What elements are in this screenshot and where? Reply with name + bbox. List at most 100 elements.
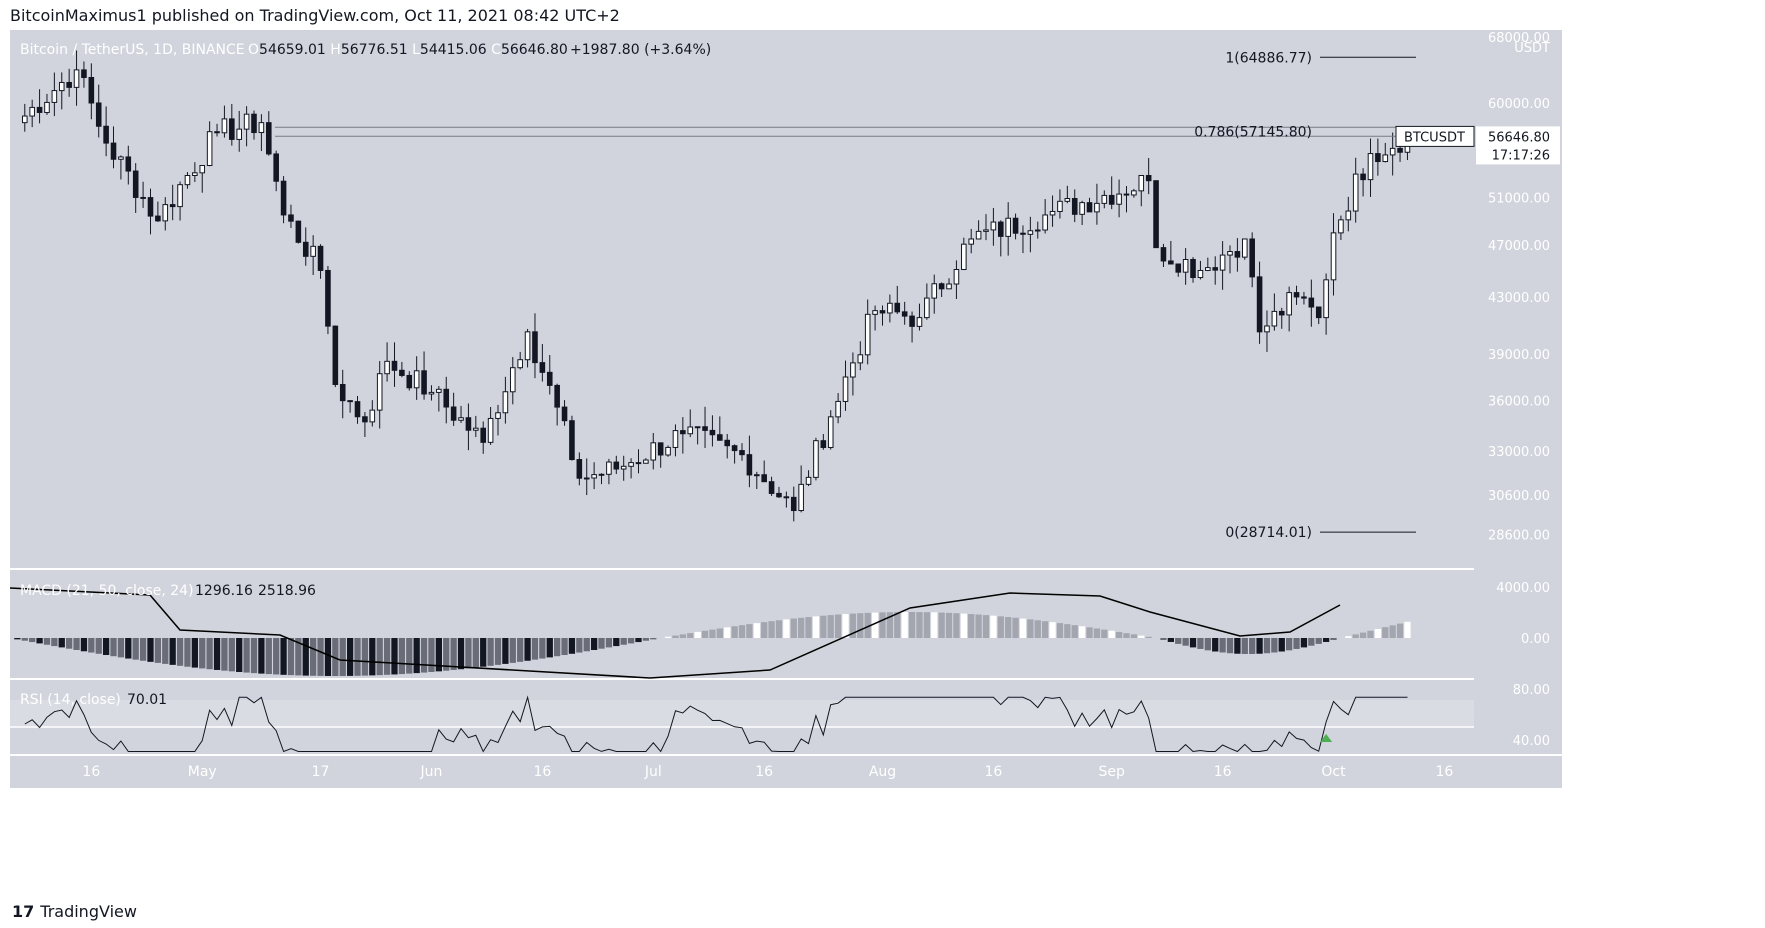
candle[interactable] [554, 383, 560, 426]
candle[interactable] [598, 473, 605, 485]
candle[interactable] [310, 235, 316, 275]
candle[interactable] [81, 61, 87, 88]
candle[interactable] [44, 93, 50, 115]
candle[interactable] [384, 342, 390, 382]
candle[interactable] [1249, 232, 1255, 288]
candle[interactable] [539, 344, 546, 382]
candle[interactable] [509, 357, 516, 405]
candle[interactable] [369, 400, 376, 427]
candle[interactable] [901, 301, 908, 325]
candle[interactable] [665, 445, 671, 457]
candle[interactable] [1256, 261, 1263, 344]
candle[interactable] [1012, 213, 1019, 240]
candle[interactable] [1116, 179, 1122, 218]
candle[interactable] [288, 204, 294, 228]
candle[interactable] [864, 299, 871, 365]
candle[interactable] [132, 163, 139, 213]
candle[interactable] [827, 410, 834, 450]
candle[interactable] [354, 395, 361, 424]
candle[interactable] [443, 376, 450, 424]
candle[interactable] [820, 434, 827, 450]
candle[interactable] [436, 386, 442, 412]
candle[interactable] [1241, 238, 1248, 260]
candle[interactable] [606, 458, 612, 485]
candle[interactable] [1197, 260, 1204, 280]
candle[interactable] [1352, 157, 1359, 223]
candle[interactable] [1027, 216, 1034, 253]
candle[interactable] [613, 455, 620, 475]
chart-frame[interactable]: 1(64886.77) 0.786(57145.80) 0(28714.01) US… [10, 30, 1562, 790]
candle[interactable] [317, 244, 324, 279]
candle[interactable] [672, 424, 679, 457]
candle[interactable] [924, 283, 930, 320]
candle[interactable] [1160, 243, 1167, 268]
candle[interactable] [58, 72, 65, 110]
candle[interactable] [1219, 241, 1226, 290]
candle[interactable] [162, 197, 169, 231]
candle[interactable] [1108, 176, 1115, 210]
candle[interactable] [1034, 221, 1041, 239]
candle[interactable] [88, 63, 95, 120]
candle[interactable] [192, 162, 198, 182]
candle[interactable] [1190, 257, 1196, 283]
candle[interactable] [339, 369, 346, 419]
candle[interactable] [1367, 138, 1374, 197]
candle[interactable] [1020, 225, 1026, 254]
candle[interactable] [997, 220, 1004, 257]
candle[interactable] [169, 184, 176, 221]
candle[interactable] [857, 341, 864, 371]
candle[interactable] [1382, 142, 1389, 163]
candles[interactable] [21, 50, 1411, 522]
candle[interactable] [280, 176, 287, 224]
candle[interactable] [524, 328, 531, 368]
candle[interactable] [1234, 238, 1241, 272]
candle[interactable] [1049, 195, 1056, 227]
candle[interactable] [177, 181, 183, 221]
candle[interactable] [1138, 174, 1145, 207]
candle[interactable] [1278, 307, 1285, 329]
candle[interactable] [155, 201, 161, 222]
candle[interactable] [1212, 256, 1219, 285]
candle[interactable] [813, 437, 819, 481]
candle[interactable] [413, 356, 420, 400]
candle[interactable] [295, 220, 302, 244]
candle[interactable] [487, 406, 494, 445]
candle[interactable] [872, 305, 878, 331]
candle[interactable] [51, 72, 58, 117]
candle[interactable] [1360, 168, 1366, 197]
candle[interactable] [118, 155, 124, 180]
tradingview-chart[interactable]: 1(64886.77) 0.786(57145.80) 0(28714.01) US… [10, 30, 1562, 790]
candle[interactable] [1375, 138, 1381, 176]
candle[interactable] [458, 405, 464, 423]
candle[interactable] [569, 415, 575, 461]
candle[interactable] [1153, 180, 1159, 249]
candle[interactable] [1338, 215, 1344, 240]
candle[interactable] [657, 442, 664, 468]
candle[interactable] [517, 351, 523, 370]
candle[interactable] [724, 433, 731, 459]
candle[interactable] [480, 421, 487, 454]
candle[interactable] [450, 392, 457, 426]
candle[interactable] [975, 220, 982, 240]
candle[interactable] [620, 455, 627, 481]
candle[interactable] [391, 342, 398, 387]
candle[interactable] [946, 278, 952, 290]
candle[interactable] [199, 164, 206, 193]
candle[interactable] [990, 207, 997, 246]
candle[interactable] [1205, 257, 1211, 272]
candle[interactable] [805, 470, 812, 487]
candle[interactable] [502, 376, 509, 424]
candle[interactable] [532, 313, 538, 379]
candle[interactable] [1308, 279, 1315, 327]
candle[interactable] [95, 84, 102, 138]
candle[interactable] [1323, 273, 1329, 335]
candle[interactable] [717, 416, 723, 441]
candle[interactable] [251, 110, 257, 140]
candle[interactable] [258, 114, 265, 152]
candle[interactable] [650, 432, 657, 470]
candle[interactable] [1079, 200, 1085, 226]
candle[interactable] [561, 400, 568, 426]
candle[interactable] [36, 89, 43, 124]
candle[interactable] [968, 228, 975, 254]
candle[interactable] [406, 371, 413, 391]
